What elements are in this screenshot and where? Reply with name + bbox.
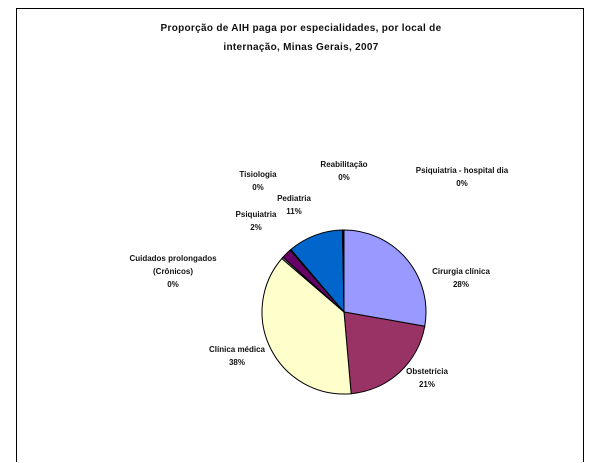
slice-label-cuidados-prolongados-cronicos: (Crônicos): [153, 267, 193, 276]
slice-label-cuidados-prolongados-cronicos: Cuidados prolongados: [129, 254, 217, 263]
slice-label-obstetricia: Obstetrícia: [406, 367, 448, 376]
slice-label-reabilitacao-value: 0%: [338, 173, 350, 182]
slice-label-psiquiatria-hospital-dia: Psiquiatria - hospital dia: [416, 166, 509, 175]
chart-title-line-2: internação, Minas Gerais, 2007: [223, 42, 379, 53]
slice-label-tisiologia-value: 0%: [252, 183, 264, 192]
slice-label-tisiologia: Tisiologia: [239, 170, 277, 179]
chart-title-line-1: Proporção de AIH paga por especialidades…: [160, 23, 442, 34]
slice-label-pediatria: Pediatria: [277, 194, 311, 203]
slice-label-psiquiatria-value: 2%: [250, 223, 262, 232]
slice-label-cuidados-prolongados-cronicos-value: 0%: [167, 280, 179, 289]
slice-label-clinica-medica-value: 38%: [229, 358, 245, 367]
slice-label-cirurgia-clinica-value: 28%: [453, 280, 469, 289]
slice-label-reabilitacao: Reabilitação: [320, 160, 367, 169]
pie-chart: Cirurgia clínica 28% Obstetrícia 21% Clínica…: [129, 160, 509, 395]
slice-label-cirurgia-clinica: Cirurgia clínica: [432, 267, 490, 276]
pie-slice-clinica-medica: [261, 257, 352, 395]
slice-label-pediatria-value: 11%: [286, 207, 302, 216]
pie-slice-obstetricia: [343, 311, 426, 395]
pie-slice-cirurgia-clinica: [343, 229, 427, 327]
chart-frame: Proporção de AIH paga por especialidades…: [16, 8, 584, 462]
slice-label-psiquiatria: Psiquiatria: [236, 210, 277, 219]
slice-label-clinica-medica: Clínica médica: [209, 345, 266, 354]
pie-slice-psiquiatria-hospital-dia: [342, 229, 345, 313]
slice-label-obstetricia-value: 21%: [419, 380, 435, 389]
slice-label-psiquiatria-hospital-dia-value: 0%: [456, 179, 468, 188]
